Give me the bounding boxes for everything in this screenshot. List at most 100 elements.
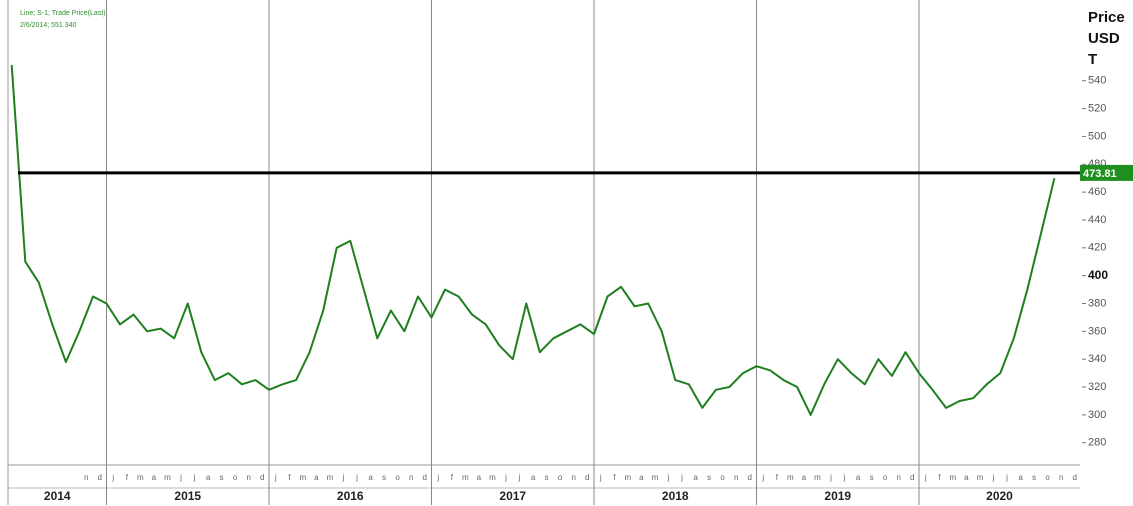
- month-label: a: [531, 473, 536, 482]
- month-label: o: [233, 473, 238, 482]
- y-tick-label: 440: [1088, 214, 1106, 226]
- y-tick-label: 460: [1088, 186, 1106, 198]
- month-label: j: [518, 473, 521, 482]
- month-label: o: [395, 473, 400, 482]
- month-label: m: [787, 473, 794, 482]
- month-label: m: [977, 473, 984, 482]
- year-label: 2020: [986, 489, 1013, 503]
- month-label: j: [504, 473, 507, 482]
- month-label: s: [707, 473, 711, 482]
- y-tick-label: 360: [1088, 325, 1106, 337]
- month-label: a: [477, 473, 482, 482]
- month-label: n: [734, 473, 738, 482]
- month-label: f: [938, 473, 941, 482]
- month-label: f: [613, 473, 616, 482]
- month-label: a: [693, 473, 698, 482]
- month-label: a: [368, 473, 373, 482]
- month-label: m: [625, 473, 632, 482]
- month-label: d: [1073, 473, 1077, 482]
- month-label: j: [829, 473, 832, 482]
- month-label: j: [924, 473, 927, 482]
- month-label: j: [193, 473, 196, 482]
- month-label: m: [489, 473, 496, 482]
- y-tick-label: 300: [1088, 409, 1106, 421]
- month-label: d: [98, 473, 102, 482]
- month-label: j: [843, 473, 846, 482]
- year-label: 2019: [824, 489, 851, 503]
- month-label: a: [802, 473, 807, 482]
- year-label: 2018: [662, 489, 689, 503]
- y-tick-label: 420: [1088, 242, 1106, 254]
- month-label: f: [288, 473, 291, 482]
- month-label: m: [950, 473, 957, 482]
- month-label: f: [776, 473, 779, 482]
- y-axis-label: Price: [1088, 9, 1125, 26]
- legend-series: Line; S-1; Trade Price(Last): [20, 10, 106, 17]
- month-label: d: [910, 473, 914, 482]
- month-label: j: [274, 473, 277, 482]
- month-label: j: [179, 473, 182, 482]
- month-label: o: [558, 473, 563, 482]
- month-label: a: [1018, 473, 1023, 482]
- y-axis-label: USD: [1088, 30, 1120, 47]
- y-axis-label: T: [1088, 51, 1097, 68]
- month-label: a: [314, 473, 319, 482]
- year-label: 2014: [44, 489, 71, 503]
- y-tick-label: 380: [1088, 297, 1106, 309]
- month-label: j: [992, 473, 995, 482]
- month-label: a: [964, 473, 969, 482]
- y-tick-label: 500: [1088, 130, 1106, 142]
- year-label: 2017: [499, 489, 526, 503]
- month-label: s: [382, 473, 386, 482]
- month-label: j: [342, 473, 345, 482]
- month-label: m: [652, 473, 659, 482]
- month-label: d: [748, 473, 752, 482]
- month-label: m: [164, 473, 171, 482]
- reference-label: 473.81: [1083, 168, 1117, 180]
- month-label: n: [571, 473, 575, 482]
- month-label: j: [436, 473, 439, 482]
- month-label: s: [1032, 473, 1036, 482]
- y-tick-label: 340: [1088, 353, 1106, 365]
- y-tick-label: 400: [1088, 268, 1108, 282]
- year-label: 2016: [337, 489, 364, 503]
- month-label: o: [720, 473, 725, 482]
- month-label: n: [84, 473, 88, 482]
- month-label: j: [355, 473, 358, 482]
- month-label: a: [639, 473, 644, 482]
- y-tick-label: 280: [1088, 437, 1106, 449]
- price-line: [10, 64, 1056, 416]
- month-label: d: [585, 473, 589, 482]
- year-label: 2015: [174, 489, 201, 503]
- month-label: n: [409, 473, 413, 482]
- month-label: d: [423, 473, 427, 482]
- month-label: d: [260, 473, 264, 482]
- y-tick-label: 320: [1088, 381, 1106, 393]
- month-label: f: [126, 473, 129, 482]
- month-label: m: [327, 473, 334, 482]
- month-label: f: [451, 473, 454, 482]
- month-label: m: [137, 473, 144, 482]
- month-label: j: [1005, 473, 1008, 482]
- month-label: m: [814, 473, 821, 482]
- y-tick-label: 540: [1088, 75, 1106, 87]
- month-label: n: [246, 473, 250, 482]
- month-label: s: [220, 473, 224, 482]
- month-label: n: [1059, 473, 1063, 482]
- month-label: j: [761, 473, 764, 482]
- legend-value: 2/6/2014; 551.340: [20, 22, 77, 29]
- month-label: a: [206, 473, 211, 482]
- month-label: s: [870, 473, 874, 482]
- y-tick-label: 520: [1088, 102, 1106, 114]
- month-label: j: [680, 473, 683, 482]
- month-label: a: [152, 473, 157, 482]
- month-label: s: [545, 473, 549, 482]
- month-label: o: [1045, 473, 1050, 482]
- month-label: o: [883, 473, 888, 482]
- month-label: m: [300, 473, 307, 482]
- month-label: j: [111, 473, 114, 482]
- reference-label-box: [1080, 164, 1133, 181]
- month-label: j: [599, 473, 602, 482]
